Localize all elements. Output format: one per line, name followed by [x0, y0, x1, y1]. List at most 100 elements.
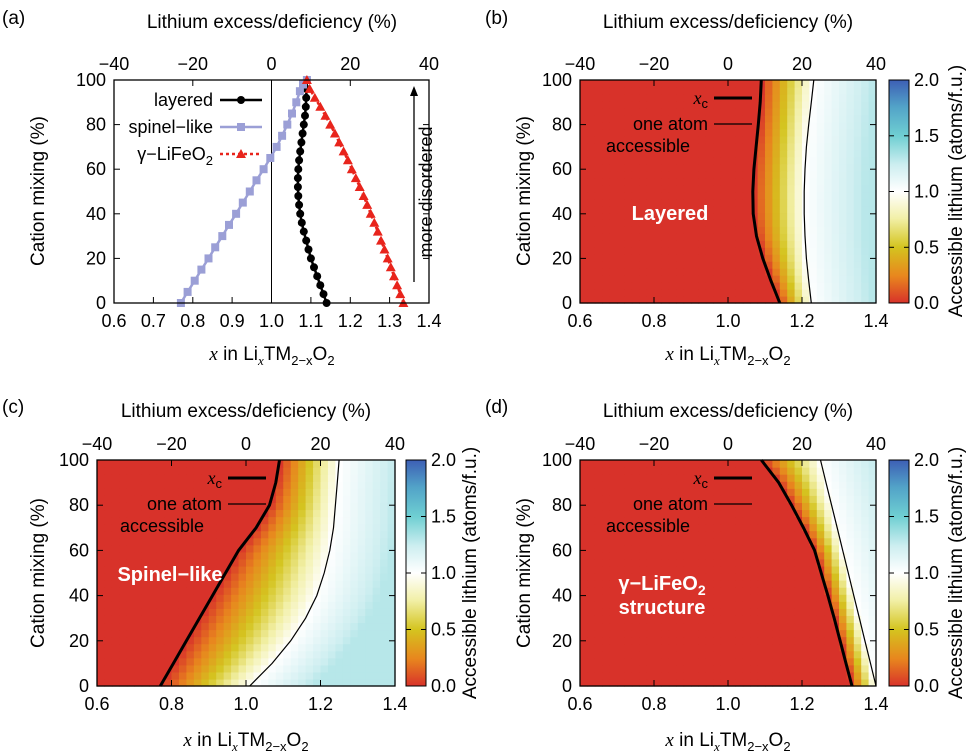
heatmap-cell [802, 502, 810, 511]
heatmap-cell [201, 537, 210, 546]
heatmap-cell [868, 226, 877, 234]
heatmap-cell [313, 622, 322, 631]
heatmap-cell [594, 460, 603, 468]
heatmap-cell [216, 481, 225, 489]
heatmap-cell [668, 107, 677, 116]
heatmap-cell [387, 509, 396, 518]
heatmap-cell [654, 530, 662, 539]
heatmap-cell [357, 523, 366, 532]
heatmap-cell [342, 671, 351, 680]
heatmap-cell [735, 601, 744, 609]
heatmap-cell [609, 282, 618, 290]
heatmap-cell [772, 467, 781, 475]
heatmap-cell [853, 594, 862, 602]
data-point [350, 173, 361, 183]
data-point [369, 217, 380, 227]
heatmap-cell [779, 615, 788, 624]
y-tick-label: 0 [562, 676, 572, 696]
heatmap-cell [313, 664, 322, 673]
x-axis-label-sub2: 2−x [747, 353, 769, 368]
heatmap-cell [111, 530, 120, 539]
heatmap-cell [97, 467, 106, 475]
x-axis-label-sub3: 2 [327, 353, 334, 368]
heatmap-cell [646, 121, 655, 130]
heatmap-cell [298, 488, 307, 496]
heatmap-cell [683, 128, 692, 137]
panel-label: (b) [485, 8, 508, 29]
heatmap-cell [676, 601, 685, 609]
x-axis-label-var: x [664, 344, 674, 365]
top-tick-labels: −40 −20 0 20 40 [565, 54, 886, 74]
heatmap-cell [757, 495, 766, 503]
heatmap-cell [742, 643, 751, 652]
heatmap-cell [335, 629, 344, 638]
heatmap-cell [580, 114, 588, 123]
heatmap-cell [631, 254, 640, 262]
heatmap-cell [765, 650, 773, 659]
heatmap-cell [809, 523, 818, 532]
heatmap-cell [320, 460, 329, 468]
heatmap-cell [839, 254, 847, 262]
heatmap-cell [668, 530, 677, 539]
heatmap-cell [298, 587, 307, 595]
heatmap-cell [587, 226, 596, 234]
heatmap-cell [268, 467, 277, 475]
heatmap-cell [380, 657, 389, 666]
heatmap-cell [816, 268, 825, 276]
heatmap-cell [809, 261, 818, 269]
heatmap-cell [104, 481, 113, 489]
heatmap-cell [580, 93, 588, 102]
heatmap-cell [831, 254, 840, 262]
heatmap-cell [794, 170, 803, 179]
heatmap-cell [609, 80, 618, 88]
heatmap-cell [357, 516, 366, 525]
colorbar: 0.00.51.01.52.0 Accessible lithium (atom… [888, 447, 967, 699]
heatmap-cell [646, 100, 655, 109]
heatmap-cell [742, 114, 751, 123]
heatmap-cell [698, 594, 707, 602]
heatmap-cell [676, 254, 685, 262]
heatmap-cell [126, 467, 135, 475]
heatmap-cell [691, 622, 699, 631]
heatmap-cell [742, 121, 751, 130]
heatmap-cell [580, 488, 588, 496]
heatmap-cell [646, 573, 655, 581]
heatmap-cell [720, 80, 729, 88]
heatmap-cell [646, 643, 655, 652]
data-point [293, 183, 302, 191]
heatmap-cell [735, 86, 744, 95]
heatmap-cell [802, 205, 810, 214]
heatmap-cell [802, 198, 810, 207]
heatmap-cell [350, 502, 359, 511]
heatmap-cell [639, 296, 648, 304]
heatmap-cell [617, 205, 625, 214]
heatmap-cell [765, 608, 773, 616]
heatmap-cell [742, 170, 751, 179]
x-tick-label: 0.9 [220, 311, 245, 331]
heatmap-cell [661, 114, 670, 123]
heatmap-cell [705, 100, 714, 109]
heatmap-cell [683, 537, 692, 546]
heatmap-cell [868, 282, 877, 290]
heatmap-cell [178, 671, 187, 680]
heatmap-cell [735, 544, 744, 553]
heatmap-cell [156, 608, 165, 616]
heatmap-cell [802, 509, 810, 518]
heatmap-cell [208, 580, 217, 588]
heatmap-cell [298, 537, 307, 546]
heatmap-cell [757, 643, 766, 652]
heatmap-cell [646, 254, 655, 262]
heatmap-cell [765, 114, 773, 123]
heatmap-cell [149, 467, 158, 475]
heatmap-cell [824, 107, 833, 116]
heatmap-cell [305, 622, 314, 631]
heatmap-cell [794, 474, 803, 482]
heatmap-cell [713, 268, 722, 276]
colorbar-tick-label: 0.0 [914, 676, 939, 696]
heatmap-cell [728, 86, 736, 95]
heatmap-cell [646, 509, 655, 518]
heatmap-cell [757, 530, 766, 539]
heatmap-cell [683, 678, 692, 687]
heatmap-cell [816, 282, 825, 290]
heatmap-cell [831, 282, 840, 290]
